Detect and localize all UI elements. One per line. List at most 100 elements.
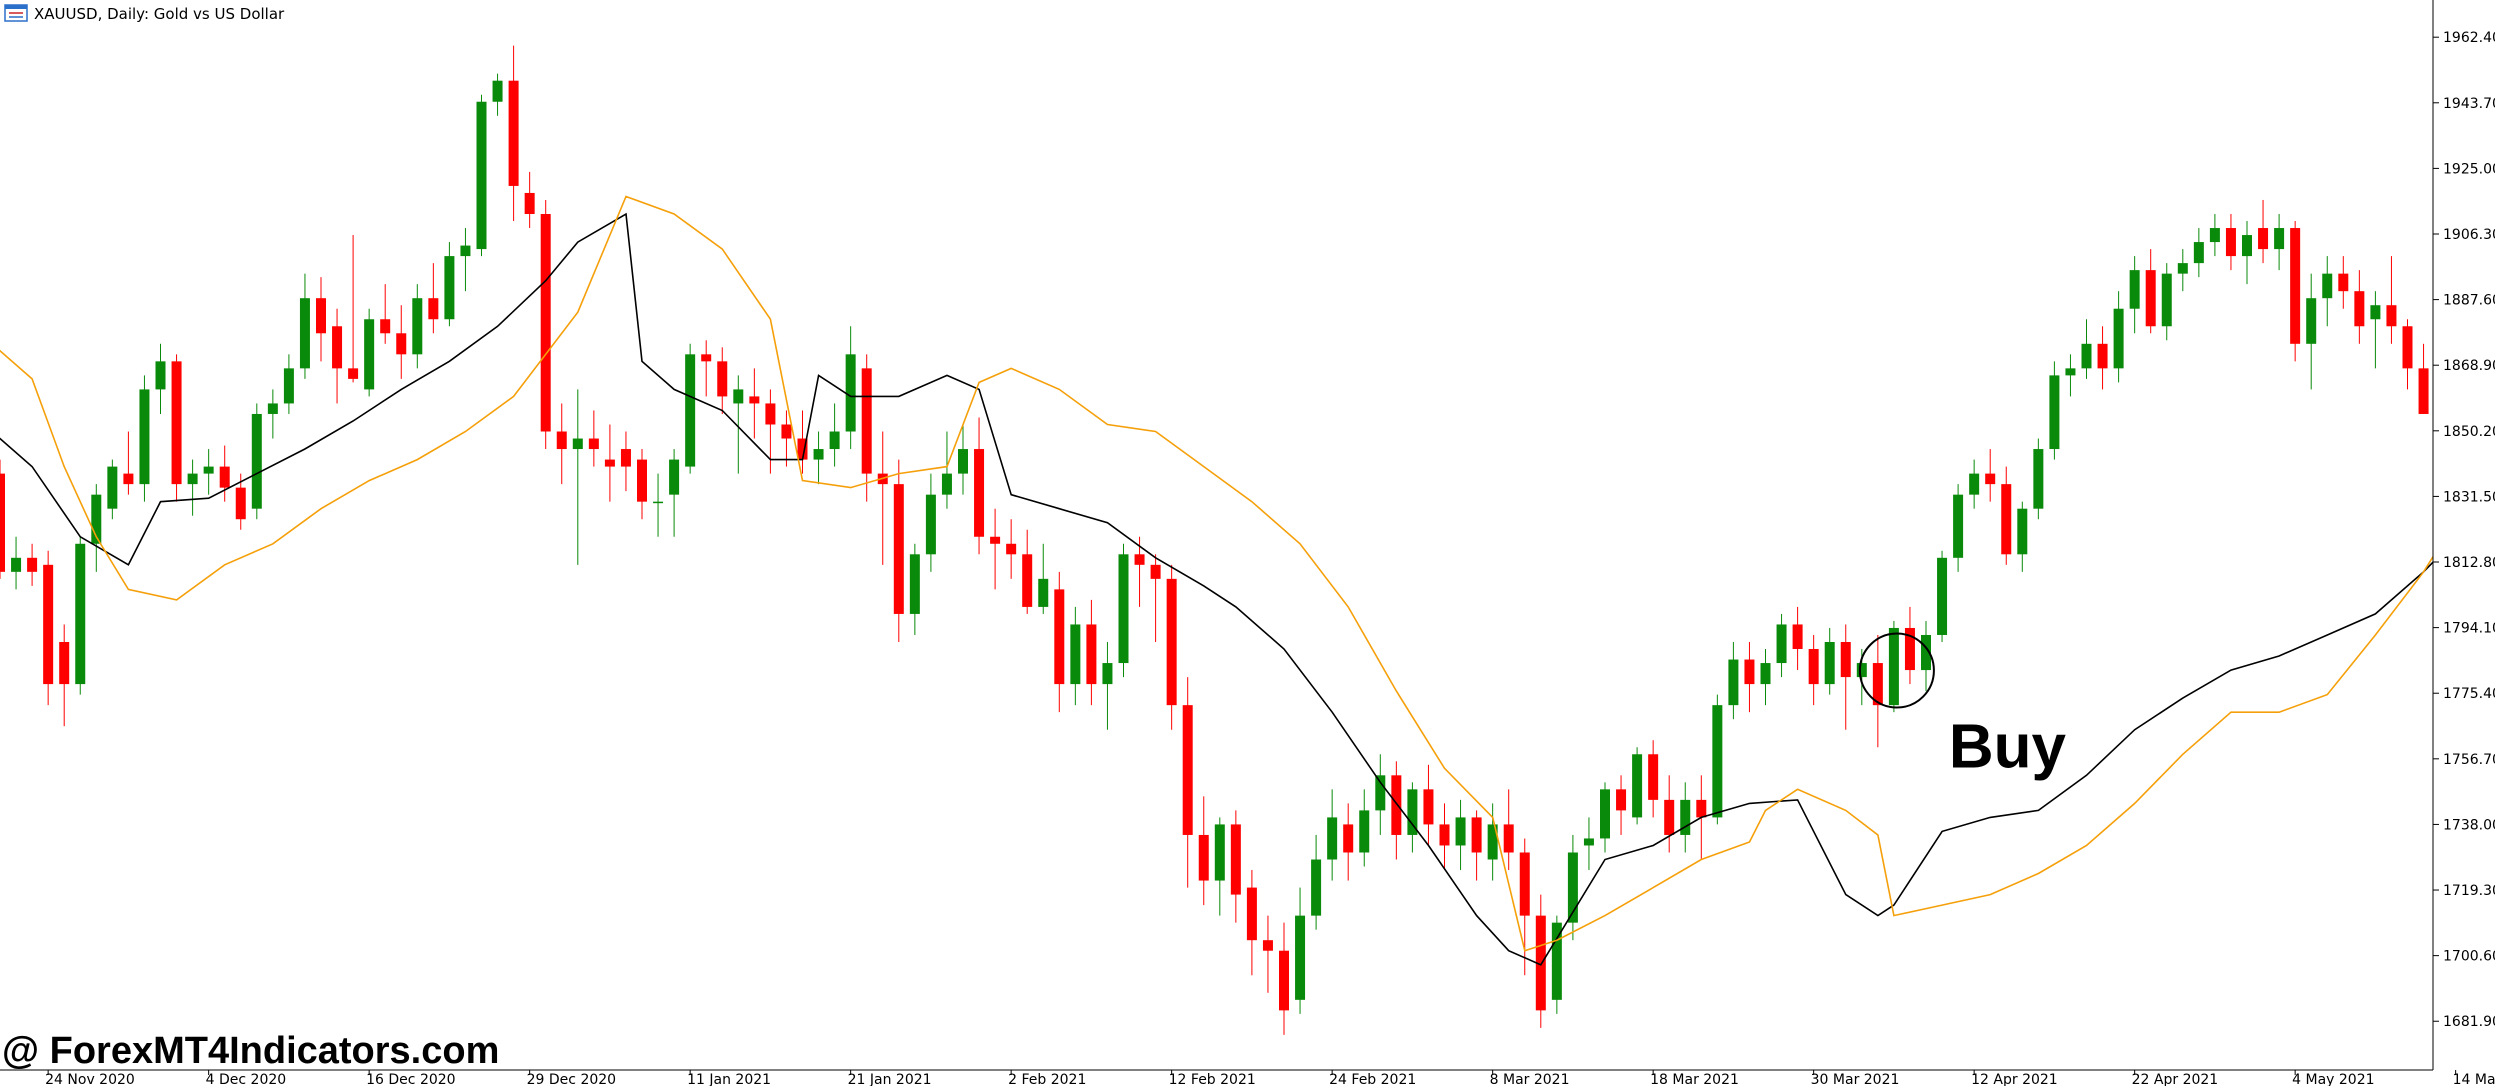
candle-body: [540, 214, 551, 432]
price-tick-label: 1738.00: [2443, 817, 2495, 833]
candle: [299, 273, 310, 379]
candle-body: [1728, 659, 1739, 706]
candle-body: [733, 389, 744, 404]
candle: [2177, 249, 2188, 292]
candle: [1760, 649, 1771, 706]
candle-body: [941, 473, 952, 495]
candle-body: [572, 438, 583, 450]
candle: [1279, 922, 1289, 1035]
candle-body: [1343, 824, 1354, 853]
candle-body: [428, 298, 439, 320]
time-tick-label: 12 Apr 2021: [1971, 1072, 2058, 1086]
candle: [476, 94, 487, 257]
buy-annotation: Buy: [1858, 632, 2067, 782]
candle-body: [1038, 578, 1049, 607]
candle: [2290, 221, 2301, 362]
candle-body: [925, 494, 936, 555]
candle-body: [861, 368, 872, 474]
candle-body: [1712, 705, 1723, 818]
time-tick-label: 29 Dec 2020: [527, 1072, 616, 1086]
candle: [1953, 484, 1964, 572]
candle-body: [1102, 663, 1113, 685]
candle-body: [1904, 627, 1915, 671]
time-tick-label: 4 May 2021: [2292, 1072, 2374, 1086]
candle: [1808, 634, 1819, 706]
candle: [861, 354, 872, 502]
candle: [893, 459, 904, 642]
candle-body: [155, 361, 166, 390]
candle: [1214, 817, 1225, 916]
candle-body: [2354, 291, 2365, 327]
candle: [1022, 529, 1033, 614]
candle: [990, 508, 1001, 590]
candle: [556, 403, 567, 485]
candle: [1311, 834, 1322, 930]
candle-body: [348, 368, 359, 379]
candle-body: [1311, 859, 1322, 916]
time-tick-label: 24 Feb 2021: [1329, 1072, 1416, 1086]
candle: [1086, 599, 1097, 706]
candle: [829, 403, 840, 467]
candle: [653, 473, 664, 537]
candle-body: [909, 554, 920, 614]
candle-body: [1760, 663, 1771, 685]
black-indicator-line: [0, 212, 2433, 966]
candle-body: [2097, 343, 2108, 369]
candle-body: [1375, 775, 1386, 811]
candle: [316, 277, 326, 362]
candle-body: [1295, 915, 1306, 1000]
candle-body: [1872, 663, 1883, 706]
candle-body: [1262, 940, 1273, 951]
candle-body: [2370, 305, 2381, 320]
candle: [588, 410, 599, 467]
candle: [845, 326, 856, 450]
candle: [267, 389, 278, 439]
candle: [1535, 894, 1546, 1028]
candle-body: [1856, 663, 1867, 678]
candle-body: [1535, 915, 1546, 1011]
candle: [2161, 263, 2172, 341]
candle: [2209, 214, 2220, 257]
candle-body: [235, 487, 246, 520]
candle: [909, 543, 920, 635]
time-tick-label: 8 Mar 2021: [1490, 1072, 1570, 1086]
candle-body: [1776, 624, 1787, 664]
candle: [1182, 677, 1193, 888]
price-tick-label: 1962.40: [2443, 30, 2495, 46]
candle: [1824, 627, 1835, 695]
candle: [1455, 799, 1466, 871]
candle: [171, 354, 182, 502]
candle-body: [797, 438, 808, 460]
candle-body: [1792, 624, 1803, 650]
time-axis[interactable]: 24 Nov 2020 4 Dec 2020 16 Dec 2020 29 Dec 2…: [45, 1070, 2495, 1088]
candle-body: [653, 501, 664, 504]
time-tick-label: 24 Nov 2020: [45, 1072, 135, 1086]
candle: [460, 228, 471, 292]
price-tick-label: 1756.70: [2443, 752, 2495, 768]
candle-body: [2065, 368, 2076, 376]
candle-body: [2161, 273, 2172, 327]
candle-body: [1182, 705, 1193, 835]
candle: [2354, 270, 2365, 344]
candle-body: [139, 389, 150, 485]
candle-body: [2033, 449, 2044, 509]
candle: [123, 431, 134, 495]
candle-body: [380, 319, 391, 334]
candle-body: [316, 298, 326, 334]
candle: [1728, 642, 1739, 720]
candle-body: [2177, 263, 2188, 274]
candle: [2322, 256, 2333, 327]
candle: [1198, 796, 1209, 906]
candle: [332, 308, 343, 404]
candle-body: [1279, 950, 1289, 1011]
candle-body: [1086, 624, 1097, 685]
candle-body: [1407, 789, 1418, 835]
price-axis[interactable]: 1962.40 1943.70 1925.00 1906.30 1887.60 1868.…: [2433, 30, 2495, 1030]
candle: [1567, 834, 1578, 941]
candle: [2081, 319, 2092, 379]
candle: [620, 431, 631, 492]
candle-body: [2402, 326, 2413, 369]
candle: [1327, 789, 1338, 881]
